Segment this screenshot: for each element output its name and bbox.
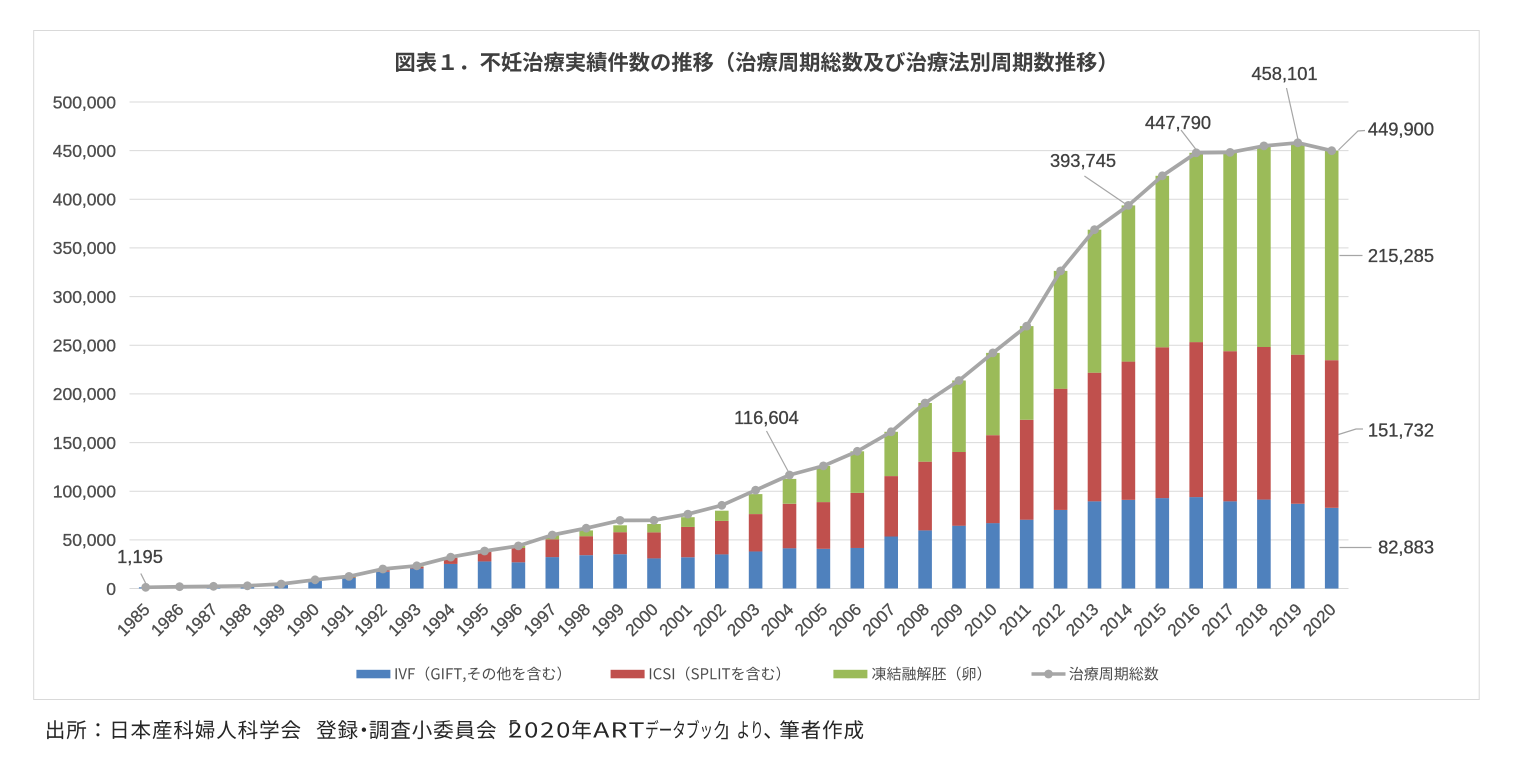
svg-text:1,195: 1,195 (117, 546, 163, 567)
svg-text:116,604: 116,604 (734, 407, 799, 428)
svg-text:50,000: 50,000 (62, 530, 116, 550)
svg-text:250,000: 250,000 (53, 336, 117, 356)
svg-text:200,000: 200,000 (53, 384, 117, 404)
svg-text:450,000: 450,000 (53, 141, 117, 161)
svg-text:215,285: 215,285 (1368, 245, 1434, 266)
svg-text:393,745: 393,745 (1050, 150, 1116, 171)
svg-text:151,732: 151,732 (1368, 419, 1434, 440)
svg-text:449,900: 449,900 (1368, 119, 1434, 140)
svg-text:100,000: 100,000 (53, 482, 117, 502)
svg-text:400,000: 400,000 (53, 190, 117, 210)
svg-text:82,883: 82,883 (1378, 537, 1434, 558)
svg-text:447,790: 447,790 (1145, 112, 1211, 133)
svg-text:150,000: 150,000 (53, 433, 117, 453)
svg-text:300,000: 300,000 (53, 287, 117, 307)
svg-text:350,000: 350,000 (53, 238, 117, 258)
svg-text:0: 0 (106, 579, 116, 599)
svg-text:458,101: 458,101 (1251, 63, 1317, 84)
svg-text:500,000: 500,000 (53, 92, 117, 112)
